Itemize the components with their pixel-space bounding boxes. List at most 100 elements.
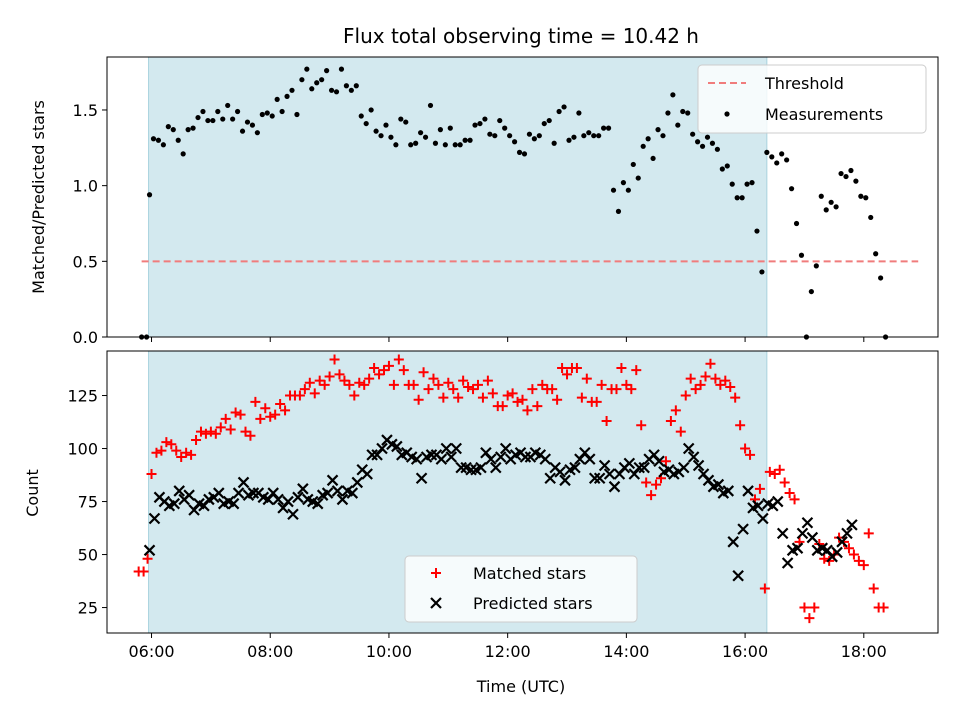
measurement-point (299, 77, 305, 83)
matched-star-point (482, 375, 493, 386)
measurement-point (769, 154, 775, 160)
measurement-point (146, 192, 153, 198)
predicted-star-point (633, 461, 646, 474)
matched-star-point (334, 369, 345, 380)
measurement-point (729, 181, 735, 187)
measurement-point (442, 142, 448, 148)
x-tick-label: 06:00 (128, 642, 174, 661)
predicted-star-point (227, 497, 240, 510)
measurement-point (507, 133, 513, 139)
measurement-point (591, 133, 597, 139)
matched-star-point (611, 384, 622, 395)
measurement-point (333, 89, 340, 95)
matched-star-point (517, 394, 528, 405)
measurement-point (576, 110, 582, 116)
measurement-point (793, 220, 800, 227)
measurement-point (536, 133, 542, 139)
measurement-point (754, 228, 760, 234)
predicted-star-point (232, 487, 245, 499)
matched-star-point (458, 375, 469, 386)
predicted-star-point (519, 451, 532, 463)
predicted-star-point (544, 472, 556, 484)
predicted-star-point (237, 476, 250, 489)
measurement-point (368, 107, 374, 113)
predicted-star-point (297, 483, 309, 495)
predicted-star-point (727, 536, 739, 548)
predicted-star-point (806, 531, 819, 544)
x-tick-label: 18:00 (841, 642, 887, 661)
predicted-star-point (450, 442, 462, 455)
matched-star-point (388, 379, 399, 390)
matched-star-point (700, 371, 711, 382)
matched-star-point (463, 382, 474, 393)
matched-star-point (472, 379, 483, 390)
measurement-point (274, 96, 280, 102)
predicted-star-point (247, 487, 260, 499)
measurement-point (724, 163, 730, 169)
top-y-tick-label: 0.5 (73, 252, 98, 271)
matched-star-point (195, 426, 206, 437)
matched-star-point (393, 354, 404, 365)
matched-star-point (260, 403, 271, 414)
measurement-point (675, 122, 681, 128)
x-tick-label: 08:00 (247, 642, 293, 661)
matched-star-point (235, 409, 246, 420)
matched-star-point (740, 443, 751, 454)
measurement-point (863, 195, 869, 201)
matched-star-point (571, 362, 582, 373)
measurement-point (818, 193, 824, 199)
matched-star-point (329, 354, 340, 365)
matched-star-point (477, 392, 488, 403)
predicted-star-point (593, 472, 606, 484)
predicted-star-point (732, 569, 744, 582)
predicted-star-point (455, 461, 467, 474)
measurement-point (328, 87, 335, 93)
matched-star-point (670, 405, 681, 416)
matched-star-point (532, 401, 543, 412)
measurement-point (858, 193, 864, 199)
measurement-point (388, 134, 394, 140)
measurement-point (561, 104, 567, 110)
measurement-point (665, 110, 671, 116)
top-y-tick-label: 0.0 (73, 328, 98, 347)
top-legend-box (697, 64, 927, 134)
measurement-point (660, 133, 666, 139)
matched-star-point (848, 549, 859, 560)
matched-star-point (774, 464, 785, 475)
matched-star-point (443, 377, 454, 388)
matched-star-point (369, 362, 380, 373)
measurement-point (615, 208, 622, 214)
top-panel: 0.0 0.5 1.0 1.5 Threshold Measurements (73, 56, 939, 347)
measurement-point (309, 86, 315, 92)
matched-star-point (142, 553, 153, 564)
predicted-star-point (539, 453, 552, 465)
measurement-point (279, 108, 285, 115)
predicted-star-point (213, 487, 225, 499)
measurement-point (215, 108, 221, 115)
bottom-x-axis-label: Time (UTC) (476, 677, 565, 696)
matched-star-point (636, 420, 647, 431)
measurement-point (798, 252, 805, 258)
measurement-point (640, 143, 646, 149)
measurement-point (373, 128, 379, 134)
predicted-star-point (692, 459, 705, 472)
predicted-star-point (831, 546, 843, 559)
matched-star-point (146, 468, 157, 479)
predicted-star-point (638, 461, 650, 474)
matched-star-point (487, 388, 498, 399)
matched-star-point (557, 362, 568, 373)
predicted-star-point (653, 455, 665, 468)
matched-star-point (863, 528, 874, 539)
matched-star-point (265, 411, 276, 422)
predicted-star-point (554, 466, 566, 478)
predicted-star-point (148, 512, 161, 525)
matched-star-point (710, 373, 721, 384)
legend-matched-label: Matched stars (473, 564, 586, 583)
top-y-axis-label: Matched/Predicted stars (29, 100, 48, 294)
matched-star-point (552, 394, 563, 405)
measurement-point (393, 142, 399, 148)
measurement-point (680, 108, 686, 115)
measurement-point (160, 142, 166, 148)
measurement-point (467, 137, 473, 143)
measurement-point (828, 199, 834, 205)
